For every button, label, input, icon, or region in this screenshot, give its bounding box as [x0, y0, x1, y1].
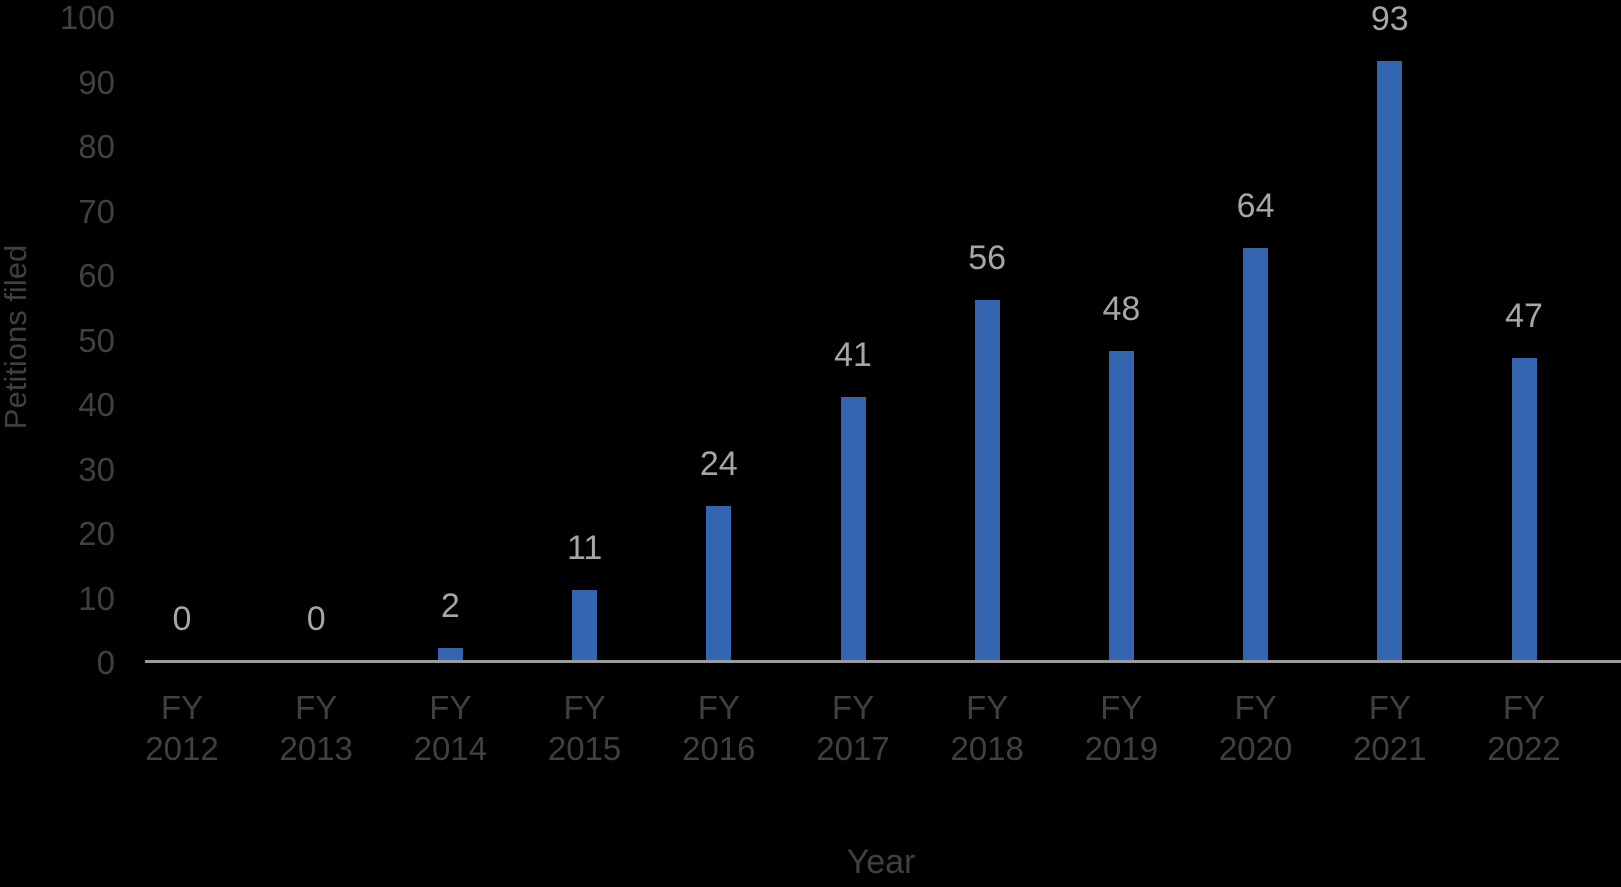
y-tick-label: 10: [78, 579, 115, 617]
y-tick-label: 50: [78, 321, 115, 359]
x-tick-label: FY 2022: [1487, 689, 1561, 767]
x-tick-label: FY 2017: [816, 689, 890, 767]
x-tick-label: FY 2012: [145, 689, 219, 767]
bar-value-label: 11: [566, 529, 603, 568]
bar-fy-2020: [1243, 248, 1269, 663]
x-tick-label: FY 2014: [413, 689, 488, 767]
x-axis-line: [145, 660, 1621, 663]
bar-value-label: 2: [440, 587, 460, 626]
y-tick-label: 30: [78, 450, 115, 488]
bar-value-label: 48: [1102, 290, 1141, 329]
bar-fy-2017: [840, 396, 866, 663]
bar-value-label: 64: [1236, 187, 1275, 226]
x-tick-label: FY 2013: [279, 689, 353, 767]
bar-value-label: 47: [1505, 296, 1543, 335]
bar-value-label: 56: [968, 238, 1007, 277]
y-tick-label: 60: [78, 257, 115, 294]
bar-fy-2021: [1377, 61, 1403, 663]
x-tick-label: FY 2016: [682, 689, 756, 767]
bar-fy-2019: [1108, 351, 1134, 663]
bar-value-label: 93: [1370, 0, 1409, 39]
y-tick-label: 100: [59, 0, 115, 36]
y-tick-label: 80: [78, 128, 115, 165]
bar-fy-2016: [706, 506, 732, 663]
y-tick-label: 70: [78, 192, 115, 230]
bar-fy-2014: [437, 648, 463, 663]
bar-value-label: 0: [172, 600, 192, 638]
bar-value-label: 41: [834, 335, 872, 374]
bar-value-label: 24: [699, 445, 738, 484]
y-tick-label: 90: [78, 63, 115, 101]
y-tick-label: 20: [78, 515, 115, 552]
x-tick-label: FY 2021: [1353, 689, 1427, 767]
bar-value-label: 0: [306, 600, 326, 638]
x-axis-title: Year: [846, 843, 916, 881]
y-tick-label: 0: [96, 644, 115, 681]
bar-fy-2022: [1511, 357, 1537, 663]
x-tick-label: FY 2018: [950, 689, 1024, 767]
x-tick-label: FY 2019: [1084, 689, 1159, 767]
x-tick-label: FY 2015: [547, 689, 622, 767]
x-tick-label: FY 2020: [1218, 689, 1293, 767]
bar-fy-2018: [974, 299, 1000, 663]
y-tick-label: 40: [78, 386, 115, 423]
bar-fy-2015: [572, 590, 598, 663]
